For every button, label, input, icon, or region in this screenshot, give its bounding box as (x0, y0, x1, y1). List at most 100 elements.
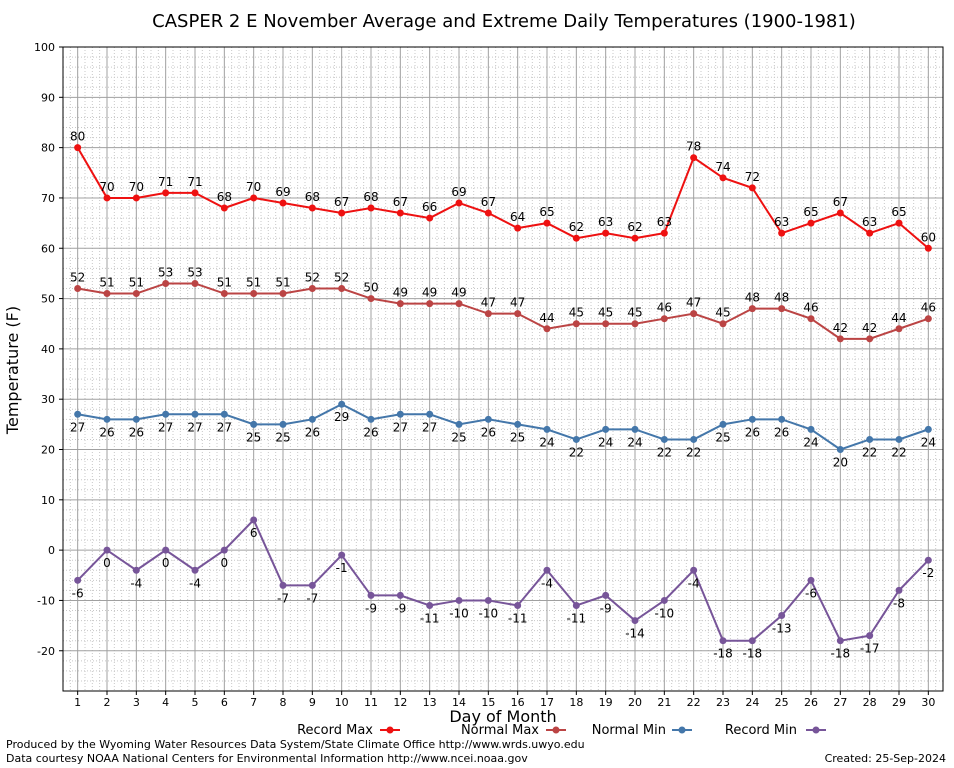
x-tick-label: 10 (335, 696, 349, 709)
record-max-data-label: 65 (803, 205, 818, 219)
normal-min-point (426, 410, 434, 418)
normal-max-point (924, 315, 932, 323)
normal-min-data-label: 25 (275, 430, 290, 444)
record-max-data-label: 60 (921, 230, 936, 244)
y-tick-label: 70 (41, 192, 55, 205)
normal-max-point (895, 325, 903, 333)
record-min-point (220, 546, 228, 554)
y-tick-label: 20 (41, 444, 55, 457)
normal-max-point (367, 295, 375, 303)
record-max-data-label: 80 (70, 130, 85, 144)
normal-min-point (308, 415, 316, 423)
normal-max-point (602, 320, 610, 328)
normal-max-data-label: 42 (862, 321, 877, 335)
normal-max-data-label: 51 (99, 276, 114, 290)
normal-max-data-label: 51 (275, 276, 290, 290)
x-tick-label: 15 (481, 696, 495, 709)
record-max-point (660, 229, 668, 237)
normal-max-point (455, 300, 463, 308)
record-min-data-label: -7 (277, 591, 289, 605)
record-min-point (866, 632, 874, 640)
normal-min-data-label: 27 (70, 420, 85, 434)
normal-max-data-label: 53 (158, 265, 173, 279)
record-max-point (631, 234, 639, 242)
record-max-point (220, 204, 228, 212)
normal-max-data-label: 50 (363, 281, 378, 295)
record-min-data-label: -18 (743, 647, 763, 661)
normal-min-point (191, 410, 199, 418)
y-tick-label: 100 (34, 41, 55, 54)
record-max-point (895, 219, 903, 227)
record-max-data-label: 65 (891, 205, 906, 219)
record-min-data-label: 0 (103, 556, 111, 570)
x-tick-label: 3 (133, 696, 140, 709)
record-min-point (426, 601, 434, 609)
normal-min-data-label: 22 (657, 445, 672, 459)
record-max-data-label: 69 (275, 185, 290, 199)
normal-min-data-label: 26 (129, 425, 144, 439)
normal-min-point (690, 435, 698, 443)
record-max-point (74, 144, 82, 152)
record-max-point (924, 244, 932, 252)
record-max-data-label: 66 (422, 200, 437, 214)
x-tick-label: 23 (716, 696, 730, 709)
x-tick-label: 25 (775, 696, 789, 709)
normal-min-point (367, 415, 375, 423)
normal-min-data-label: 24 (627, 435, 642, 449)
x-tick-label: 22 (687, 696, 701, 709)
record-min-point (191, 566, 199, 574)
record-max-data-label: 64 (510, 210, 525, 224)
record-max-data-label: 70 (99, 180, 114, 194)
normal-max-point (74, 285, 82, 292)
normal-min-point (778, 415, 786, 423)
normal-min-point (338, 400, 346, 408)
normal-min-line (77, 403, 929, 451)
record-max-point (191, 189, 199, 197)
normal-max-data-label: 51 (129, 276, 144, 290)
record-max-data-label: 69 (451, 185, 466, 199)
record-max-point (719, 174, 727, 182)
record-max-data-label: 67 (393, 195, 408, 209)
record-min-point (74, 576, 82, 584)
normal-min-data-label: 24 (921, 435, 936, 449)
normal-min-point (660, 435, 668, 443)
record-min-line (76, 518, 930, 642)
normal-max-data-label: 45 (598, 306, 613, 320)
record-min-point (924, 556, 932, 564)
normal-max-data-label: 44 (539, 311, 554, 325)
x-tick-label: 1 (74, 696, 81, 709)
record-max-point (514, 224, 522, 232)
record-max-point (748, 184, 756, 192)
normal-max-data-label: 52 (70, 271, 85, 285)
normal-min-point (895, 435, 903, 443)
normal-min-point (514, 420, 522, 428)
normal-max-point (338, 285, 346, 292)
x-tick-label: 28 (863, 696, 877, 709)
normal-max-point (191, 279, 199, 287)
normal-max-point (631, 320, 639, 328)
normal-min-data-label: 22 (891, 445, 906, 459)
record-max-data-label: 67 (334, 195, 349, 209)
normal-max-data-label: 44 (891, 311, 906, 325)
normal-min-point (719, 420, 727, 428)
x-tick-label: 24 (745, 696, 759, 709)
footer-credit-line-1: Produced by the Wyoming Water Resources … (6, 738, 585, 751)
normal-max-data-label: 46 (657, 301, 672, 315)
record-min-data-label: -4 (189, 576, 201, 590)
x-tick-label: 2 (104, 696, 111, 709)
normal-min-data-label: 26 (745, 425, 760, 439)
x-tick-label: 26 (804, 696, 818, 709)
record-max-point (602, 229, 610, 237)
record-max-data-label: 68 (363, 190, 378, 204)
normal-min-data-label: 24 (539, 435, 554, 449)
x-tick-label: 13 (423, 696, 437, 709)
x-tick-label: 16 (511, 696, 525, 709)
record-min-data-label: -2 (922, 566, 934, 580)
legend-swatch-marker-record-min (812, 726, 820, 734)
x-tick-label: 18 (569, 696, 583, 709)
record-max-data-label: 63 (862, 215, 877, 229)
normal-min-point (836, 446, 844, 453)
record-min-point (308, 581, 316, 589)
normal-max-data-label: 48 (745, 291, 760, 305)
plot-frame (62, 46, 944, 692)
